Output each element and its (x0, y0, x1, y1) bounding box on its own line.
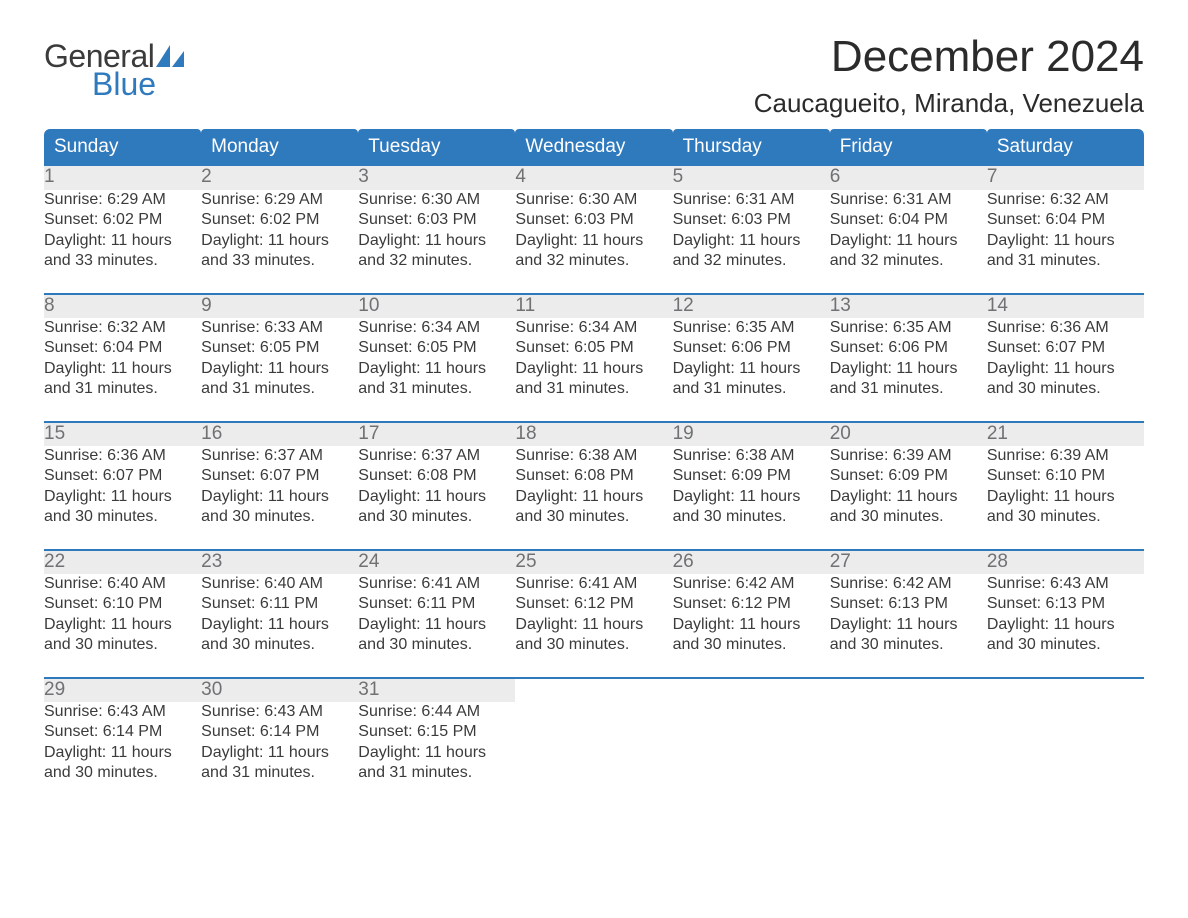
day-number: 4 (515, 166, 672, 190)
day-number: 23 (201, 550, 358, 574)
logo-text-blue: Blue (92, 68, 184, 100)
day-detail: Sunrise: 6:34 AMSunset: 6:05 PMDaylight:… (358, 318, 515, 422)
day-number: 3 (358, 166, 515, 190)
day-number: 17 (358, 422, 515, 446)
day-detail (830, 702, 987, 806)
day-number: 6 (830, 166, 987, 190)
day-number: 29 (44, 678, 201, 702)
day-number: 1 (44, 166, 201, 190)
day-number: 12 (673, 294, 830, 318)
day-number (515, 678, 672, 702)
weekday-header: Thursday (673, 129, 830, 166)
day-detail: Sunrise: 6:40 AMSunset: 6:11 PMDaylight:… (201, 574, 358, 678)
weekday-header: Saturday (987, 129, 1144, 166)
day-number: 19 (673, 422, 830, 446)
day-number: 10 (358, 294, 515, 318)
day-number: 18 (515, 422, 672, 446)
day-detail: Sunrise: 6:34 AMSunset: 6:05 PMDaylight:… (515, 318, 672, 422)
day-detail: Sunrise: 6:42 AMSunset: 6:12 PMDaylight:… (673, 574, 830, 678)
day-detail: Sunrise: 6:29 AMSunset: 6:02 PMDaylight:… (44, 190, 201, 294)
day-detail: Sunrise: 6:39 AMSunset: 6:09 PMDaylight:… (830, 446, 987, 550)
day-detail: Sunrise: 6:36 AMSunset: 6:07 PMDaylight:… (987, 318, 1144, 422)
day-detail: Sunrise: 6:43 AMSunset: 6:14 PMDaylight:… (201, 702, 358, 806)
page-title: December 2024 (754, 32, 1144, 82)
day-number: 5 (673, 166, 830, 190)
day-detail: Sunrise: 6:40 AMSunset: 6:10 PMDaylight:… (44, 574, 201, 678)
day-number: 27 (830, 550, 987, 574)
calendar-table: SundayMondayTuesdayWednesdayThursdayFrid… (44, 129, 1144, 806)
day-number: 22 (44, 550, 201, 574)
day-number (987, 678, 1144, 702)
day-detail: Sunrise: 6:31 AMSunset: 6:04 PMDaylight:… (830, 190, 987, 294)
sail-icon (156, 45, 184, 67)
day-detail (987, 702, 1144, 806)
day-number: 30 (201, 678, 358, 702)
day-detail: Sunrise: 6:41 AMSunset: 6:11 PMDaylight:… (358, 574, 515, 678)
day-number (673, 678, 830, 702)
day-detail: Sunrise: 6:35 AMSunset: 6:06 PMDaylight:… (673, 318, 830, 422)
day-detail: Sunrise: 6:41 AMSunset: 6:12 PMDaylight:… (515, 574, 672, 678)
day-detail: Sunrise: 6:42 AMSunset: 6:13 PMDaylight:… (830, 574, 987, 678)
weekday-header: Sunday (44, 129, 201, 166)
day-detail: Sunrise: 6:37 AMSunset: 6:07 PMDaylight:… (201, 446, 358, 550)
weekday-header: Friday (830, 129, 987, 166)
day-detail: Sunrise: 6:38 AMSunset: 6:08 PMDaylight:… (515, 446, 672, 550)
calendar-body: 1234567Sunrise: 6:29 AMSunset: 6:02 PMDa… (44, 166, 1144, 806)
day-detail (515, 702, 672, 806)
day-number (830, 678, 987, 702)
day-number: 15 (44, 422, 201, 446)
day-detail: Sunrise: 6:30 AMSunset: 6:03 PMDaylight:… (358, 190, 515, 294)
day-number: 21 (987, 422, 1144, 446)
header: General Blue December 2024 Caucagueito, … (44, 32, 1144, 129)
day-detail: Sunrise: 6:29 AMSunset: 6:02 PMDaylight:… (201, 190, 358, 294)
day-number: 7 (987, 166, 1144, 190)
day-number: 2 (201, 166, 358, 190)
day-detail: Sunrise: 6:44 AMSunset: 6:15 PMDaylight:… (358, 702, 515, 806)
day-detail: Sunrise: 6:35 AMSunset: 6:06 PMDaylight:… (830, 318, 987, 422)
day-number: 13 (830, 294, 987, 318)
day-detail: Sunrise: 6:43 AMSunset: 6:14 PMDaylight:… (44, 702, 201, 806)
day-number: 24 (358, 550, 515, 574)
logo: General Blue (44, 40, 184, 100)
day-detail: Sunrise: 6:37 AMSunset: 6:08 PMDaylight:… (358, 446, 515, 550)
weekday-header: Wednesday (515, 129, 672, 166)
day-detail: Sunrise: 6:32 AMSunset: 6:04 PMDaylight:… (44, 318, 201, 422)
day-number: 14 (987, 294, 1144, 318)
weekday-header: Tuesday (358, 129, 515, 166)
weekday-header: Monday (201, 129, 358, 166)
day-number: 28 (987, 550, 1144, 574)
page-subtitle: Caucagueito, Miranda, Venezuela (754, 88, 1144, 119)
day-number: 26 (673, 550, 830, 574)
day-number: 31 (358, 678, 515, 702)
day-detail (673, 702, 830, 806)
day-detail: Sunrise: 6:39 AMSunset: 6:10 PMDaylight:… (987, 446, 1144, 550)
day-detail: Sunrise: 6:31 AMSunset: 6:03 PMDaylight:… (673, 190, 830, 294)
day-number: 8 (44, 294, 201, 318)
day-number: 16 (201, 422, 358, 446)
weekday-header-row: SundayMondayTuesdayWednesdayThursdayFrid… (44, 129, 1144, 166)
day-detail: Sunrise: 6:36 AMSunset: 6:07 PMDaylight:… (44, 446, 201, 550)
day-number: 9 (201, 294, 358, 318)
day-number: 20 (830, 422, 987, 446)
day-number: 25 (515, 550, 672, 574)
day-detail: Sunrise: 6:32 AMSunset: 6:04 PMDaylight:… (987, 190, 1144, 294)
day-detail: Sunrise: 6:30 AMSunset: 6:03 PMDaylight:… (515, 190, 672, 294)
day-number: 11 (515, 294, 672, 318)
day-detail: Sunrise: 6:43 AMSunset: 6:13 PMDaylight:… (987, 574, 1144, 678)
day-detail: Sunrise: 6:33 AMSunset: 6:05 PMDaylight:… (201, 318, 358, 422)
day-detail: Sunrise: 6:38 AMSunset: 6:09 PMDaylight:… (673, 446, 830, 550)
